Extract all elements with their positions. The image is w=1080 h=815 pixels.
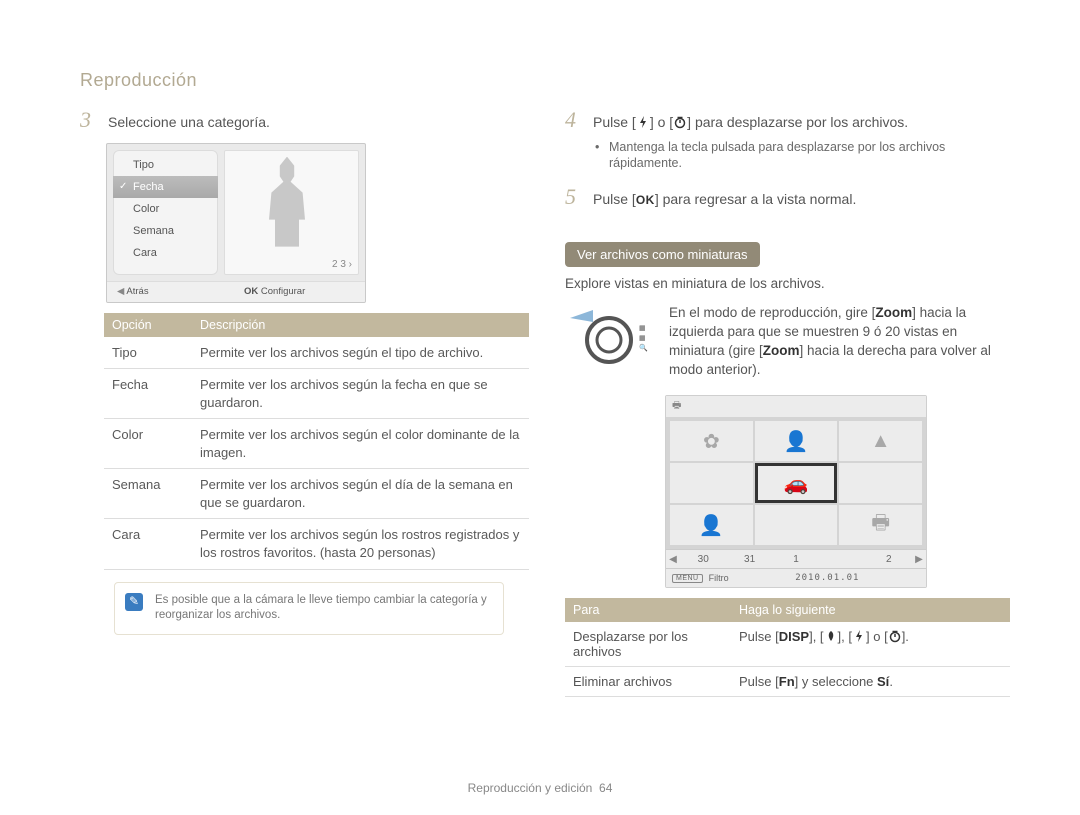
menu-item-fecha: Fecha: [113, 176, 218, 198]
table-row: Para Haga lo siguiente: [565, 598, 1010, 622]
zoom-key: Zoom: [875, 304, 912, 323]
table-row: Eliminar archivos Pulse [Fn] y seleccion…: [565, 667, 1010, 697]
category-menu: Tipo Fecha Color Semana Cara: [113, 150, 218, 275]
table-row: FechaPermite ver los archivos según la f…: [104, 369, 529, 419]
fn-icon: Fn: [779, 674, 795, 689]
section-title: Reproducción: [80, 70, 1010, 91]
svg-text:▦: ▦: [639, 325, 646, 332]
thumb-footer: MENU Filtro 2010.01.01: [666, 568, 926, 587]
silhouette-icon: [257, 157, 317, 247]
menu-item-tipo: Tipo: [113, 154, 218, 176]
thumb-date: 2010.01.01: [795, 573, 859, 583]
table-row: CaraPermite ver los archivos según los r…: [104, 519, 529, 569]
actions-table: Para Haga lo siguiente Desplazarse por l…: [565, 598, 1010, 697]
table-row: SemanaPermite ver los archivos según el …: [104, 469, 529, 519]
hill-icon: ▲: [871, 430, 891, 453]
note-icon: ✎: [125, 593, 143, 611]
step-text: Pulse [] o [] para desplazarse por los a…: [593, 109, 908, 133]
th-desc: Descripción: [192, 313, 529, 337]
macro-icon: [824, 629, 838, 643]
menu-item-color: Color: [113, 198, 218, 220]
thumb-cell: [839, 463, 922, 503]
table-row: TipoPermite ver los archivos según el ti…: [104, 337, 529, 369]
lcd-ok: OK Configurar: [238, 286, 365, 297]
thumb-cell: ▲: [839, 421, 922, 461]
svg-text:🔍: 🔍: [639, 343, 648, 352]
disp-icon: DISP: [779, 629, 809, 644]
ok-icon: OK: [636, 192, 655, 209]
manual-page: Reproducción 3 Seleccione una categoría.…: [0, 0, 1080, 815]
step-number: 4: [565, 109, 583, 131]
thumb-cell: 👤: [755, 421, 838, 461]
th-haga: Haga lo siguiente: [731, 598, 1010, 622]
arrow-left-icon: ◀: [666, 554, 680, 565]
thumb-dates: ◀ 30 31 1 2 ▶: [666, 549, 926, 568]
step-number: 3: [80, 109, 98, 131]
zoom-row: ▦ ▦ 🔍 En el modo de reproducción, gire […: [565, 304, 1010, 380]
intro-text: Explore vistas en miniatura de los archi…: [565, 275, 1010, 294]
lcd-back: Atrás: [107, 286, 238, 297]
page-footer: Reproducción y edición 64: [0, 781, 1080, 795]
table-row: Opción Descripción: [104, 313, 529, 337]
svg-text:▦: ▦: [639, 335, 646, 342]
thumb-cell: [755, 505, 838, 545]
plant-icon: ✿: [703, 429, 720, 454]
th-opcion: Opción: [104, 313, 192, 337]
lcd-footer: Atrás OK Configurar: [107, 281, 365, 302]
thumb-cell-selected: 🚗: [755, 463, 838, 503]
step-text: Seleccione una categoría.: [108, 109, 270, 133]
timer-icon: [888, 629, 902, 643]
thumb-cell: ✿: [670, 421, 753, 461]
left-column: 3 Seleccione una categoría. Tipo Fecha C…: [80, 109, 525, 697]
subsection-pill: Ver archivos como miniaturas: [565, 242, 760, 267]
table-row: Desplazarse por los archivos Pulse [DISP…: [565, 622, 1010, 667]
step-4: 4 Pulse [] o [] para desplazarse por los…: [565, 109, 1010, 133]
timer-icon: [673, 115, 687, 129]
person-icon: 👤: [699, 513, 724, 538]
th-para: Para: [565, 598, 731, 622]
menu-item-semana: Semana: [113, 220, 218, 242]
thumbnail-lcd: 🖶 ✿ 👤 ▲ 🚗 👤 🖶 ◀ 30 31: [665, 395, 927, 588]
thumb-preview: 2 3 ›: [224, 150, 359, 275]
flash-icon: [852, 629, 866, 643]
thumb-cell: 👤: [670, 505, 753, 545]
thumb-cell: 🖶: [839, 505, 922, 545]
right-column: 4 Pulse [] o [] para desplazarse por los…: [565, 109, 1010, 697]
arrow-right-icon: ▶: [912, 554, 926, 565]
flash-icon: [636, 115, 650, 129]
person-icon: 👤: [784, 429, 809, 454]
category-lcd: Tipo Fecha Color Semana Cara 2 3 › At: [106, 143, 366, 303]
zoom-dial-icon: ▦ ▦ 🔍: [565, 304, 655, 373]
pager: 2 3 ›: [332, 259, 352, 270]
thumb-cell: [670, 463, 753, 503]
car-icon: 🚗: [784, 471, 809, 496]
thumbnail-grid: ✿ 👤 ▲ 🚗 👤 🖶: [666, 417, 926, 549]
note-text: Es posible que a la cámara le lleve tiem…: [155, 594, 487, 622]
zoom-text: En el modo de reproducción, gire [Zoom] …: [669, 304, 1010, 380]
step-3: 3 Seleccione una categoría.: [80, 109, 525, 133]
menu-item-cara: Cara: [113, 242, 218, 264]
print-icon: 🖶: [871, 508, 890, 542]
step-text: Pulse [OK] para regresar a la vista norm…: [593, 186, 856, 210]
menu-icon: MENU: [672, 574, 703, 583]
step4-bullet: Mantenga la tecla pulsada para desplazar…: [599, 139, 1010, 173]
two-columns: 3 Seleccione una categoría. Tipo Fecha C…: [80, 109, 1010, 697]
note-box: ✎ Es posible que a la cámara le lleve ti…: [114, 582, 504, 635]
step-number: 5: [565, 186, 583, 208]
lock-icon: 🖶: [672, 398, 681, 415]
table-row: ColorPermite ver los archivos según el c…: [104, 419, 529, 469]
step-5: 5 Pulse [OK] para regresar a la vista no…: [565, 186, 1010, 210]
options-table: Opción Descripción TipoPermite ver los a…: [104, 313, 529, 570]
